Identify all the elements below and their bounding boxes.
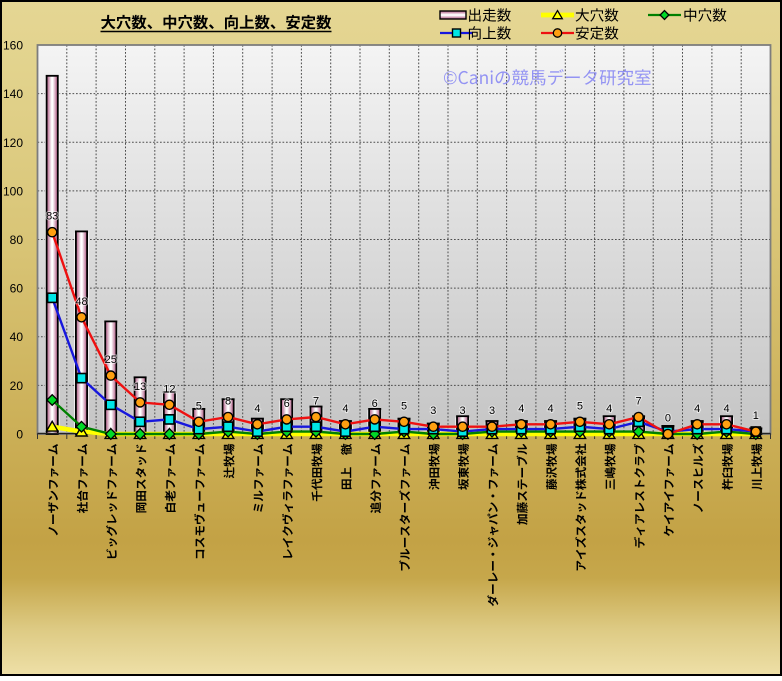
svg-text:6: 6 (284, 398, 290, 410)
svg-text:0: 0 (16, 428, 23, 442)
svg-text:160: 160 (3, 39, 23, 53)
svg-text:80: 80 (10, 233, 24, 247)
svg-text:4: 4 (254, 403, 260, 415)
svg-text:8: 8 (225, 396, 231, 408)
svg-text:5: 5 (577, 400, 583, 412)
svg-text:4: 4 (548, 403, 554, 415)
svg-text:4: 4 (606, 403, 612, 415)
svg-text:48: 48 (75, 296, 87, 308)
svg-text:3: 3 (460, 405, 466, 417)
svg-text:0: 0 (665, 413, 671, 425)
svg-text:12: 12 (163, 383, 175, 395)
svg-text:83: 83 (46, 211, 58, 223)
svg-text:13: 13 (134, 381, 146, 393)
svg-text:4: 4 (518, 403, 524, 415)
svg-text:6: 6 (372, 398, 378, 410)
svg-text:5: 5 (401, 400, 407, 412)
svg-text:3: 3 (489, 405, 495, 417)
svg-text:40: 40 (10, 330, 24, 344)
svg-text:25: 25 (105, 354, 117, 366)
svg-text:4: 4 (694, 403, 700, 415)
svg-text:5: 5 (196, 400, 202, 412)
svg-text:140: 140 (3, 87, 23, 101)
svg-text:3: 3 (430, 405, 436, 417)
svg-text:4: 4 (723, 403, 729, 415)
svg-text:7: 7 (313, 396, 319, 408)
svg-text:60: 60 (10, 282, 24, 296)
svg-text:4: 4 (342, 403, 348, 415)
svg-text:20: 20 (10, 379, 24, 393)
svg-text:100: 100 (3, 184, 23, 198)
svg-text:1: 1 (753, 410, 759, 422)
svg-text:7: 7 (636, 396, 642, 408)
svg-text:120: 120 (3, 136, 23, 150)
